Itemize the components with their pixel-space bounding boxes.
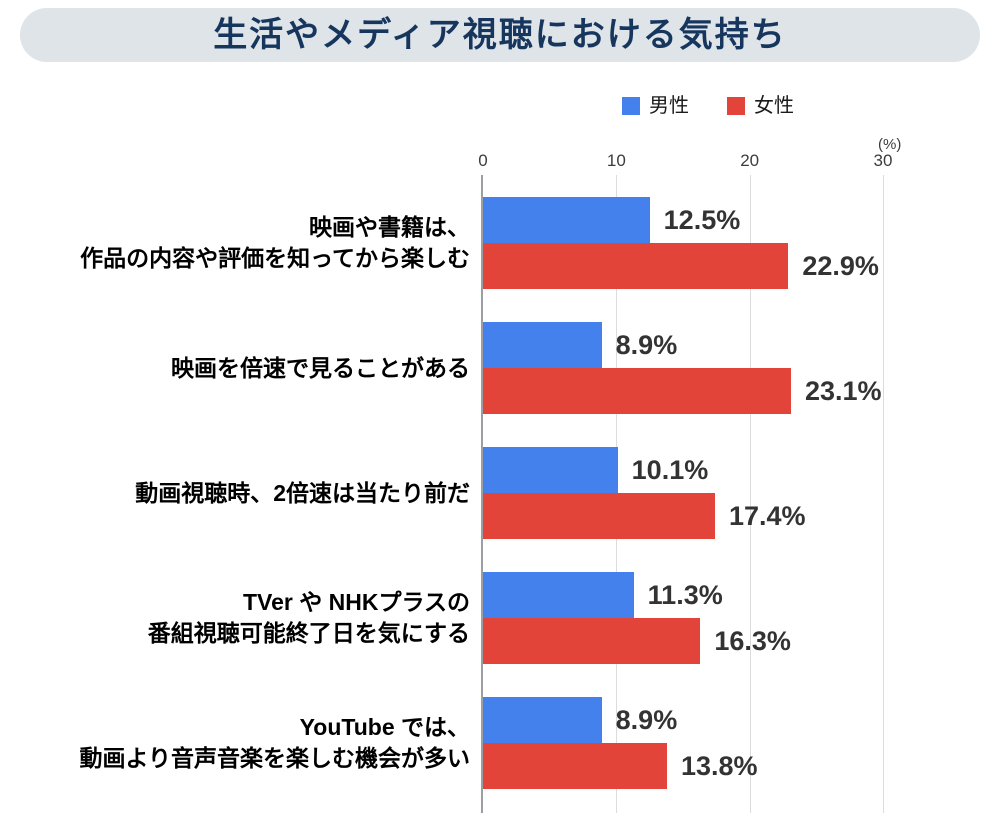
value-label-male: 8.9% bbox=[615, 329, 678, 360]
legend-label: 女性 bbox=[754, 95, 794, 117]
gridline-20 bbox=[749, 175, 751, 813]
category-label-line: 映画を倍速で見ることがある bbox=[171, 354, 470, 381]
value-label-female: 16.3% bbox=[714, 625, 791, 656]
value-label-female: 23.1% bbox=[805, 375, 882, 406]
bar-female bbox=[483, 618, 701, 664]
bar-female bbox=[483, 493, 715, 539]
axis-unit-label: (%) bbox=[878, 136, 902, 153]
chart-legend: 男性 女性 bbox=[622, 96, 794, 116]
title-band: 生活やメディア視聴における気持ち bbox=[20, 8, 980, 62]
category-label-line: 動画より音声音楽を楽しむ機会が多い bbox=[79, 745, 470, 771]
value-label-female: 17.4% bbox=[729, 500, 806, 531]
value-label-male: 11.3% bbox=[647, 579, 723, 610]
legend-swatch-icon bbox=[622, 97, 640, 115]
x-tick-label-0: 0 bbox=[478, 151, 488, 170]
bar-male bbox=[483, 322, 602, 368]
category-label: 動画視聴時、2倍速は当たり前だ bbox=[0, 447, 470, 539]
bar-male bbox=[483, 572, 634, 618]
legend-label: 男性 bbox=[649, 95, 689, 117]
page-title: 生活やメディア視聴における気持ち bbox=[213, 16, 787, 54]
value-label-male: 8.9% bbox=[615, 704, 678, 735]
bar-female bbox=[483, 243, 789, 289]
category-label-line: 作品の内容や評価を知ってから楽しむ bbox=[80, 245, 470, 271]
category-label-line: 番組視聴可能終了日を気にする bbox=[147, 620, 470, 646]
bar-male bbox=[483, 697, 602, 743]
legend-swatch-icon bbox=[727, 97, 745, 115]
x-tick-label-30: 30 bbox=[873, 151, 893, 170]
value-label-female: 22.9% bbox=[802, 250, 879, 281]
bar-female bbox=[483, 368, 791, 414]
category-label: 映画や書籍は、作品の内容や評価を知ってから楽しむ bbox=[0, 197, 470, 289]
value-label-male: 10.1% bbox=[631, 454, 709, 485]
bar-male bbox=[483, 197, 650, 243]
category-label: TVer や NHKプラスの番組視聴可能終了日を気にする bbox=[0, 572, 470, 664]
category-label-line: 動画視聴時、2倍速は当たり前だ bbox=[135, 479, 470, 506]
category-label-line: 映画や書籍は、 bbox=[309, 214, 470, 240]
gridline-30 bbox=[883, 175, 884, 813]
x-tick-label-20: 20 bbox=[740, 151, 760, 170]
category-label-line: TVer や NHKプラスの bbox=[242, 589, 470, 615]
value-label-male: 12.5% bbox=[663, 204, 741, 235]
category-label: YouTube では、動画より音声音楽を楽しむ機会が多い bbox=[0, 697, 470, 789]
value-label-female: 13.8% bbox=[681, 750, 758, 781]
category-label: 映画を倍速で見ることがある bbox=[0, 322, 470, 414]
bar-male bbox=[483, 447, 618, 493]
axis-baseline bbox=[481, 175, 483, 813]
category-label-line: YouTube では、 bbox=[299, 714, 470, 740]
x-tick-label-10: 10 bbox=[606, 151, 626, 170]
bar-female bbox=[483, 743, 667, 789]
legend-item-female: 女性 bbox=[727, 96, 794, 116]
legend-item-male: 男性 bbox=[622, 96, 689, 116]
